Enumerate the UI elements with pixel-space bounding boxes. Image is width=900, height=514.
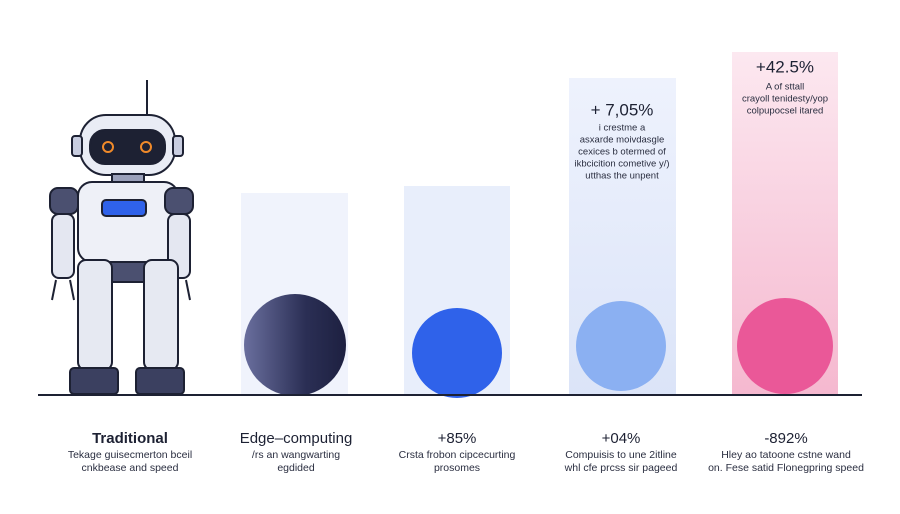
label-title: Traditional — [92, 430, 168, 447]
label-title: Edge–computing — [240, 430, 353, 447]
label-line: Hley ao tatoone cstne wand — [721, 449, 851, 461]
callout-line: colpupocsel itared — [747, 106, 824, 117]
label-title: -892% — [764, 430, 807, 447]
label-line: Tekage guisecmerton bceil — [68, 449, 192, 461]
callout-headline: +42.5% — [756, 57, 814, 76]
label-line: /rs an wangwarting — [252, 449, 340, 461]
circle — [412, 308, 502, 398]
callout-line: utthas the unpent — [585, 171, 659, 182]
callout-headline: + 7,05% — [591, 100, 654, 119]
label-line: Compuisis to une 2itline — [565, 449, 677, 461]
label-line: prosomes — [434, 462, 480, 474]
label-line: on. Fese satid Flonegpring speed — [708, 462, 864, 474]
label-title: +85% — [438, 430, 477, 447]
label-line: whl cfe prcss sir pageed — [564, 462, 678, 474]
label-title: +04% — [602, 430, 641, 447]
circle — [737, 298, 833, 394]
callout-line: cexices b otermed of — [578, 147, 666, 158]
callout-line: crayoll tenidesty/yop — [742, 94, 828, 105]
callout-line: A of sttall — [766, 82, 805, 93]
robot — [49, 80, 194, 395]
label-line: egdided — [277, 462, 315, 474]
circle — [576, 301, 666, 391]
callout-line: ikbcicition cometive y/) — [574, 159, 669, 170]
callout-line: asxarde moivdasgle — [580, 135, 665, 146]
callout-line: i crestme a — [599, 123, 646, 134]
circle — [244, 294, 346, 396]
label-line: cnkbease and speed — [82, 462, 179, 474]
label-line: Crsta frobon cipcecurting — [399, 449, 516, 461]
